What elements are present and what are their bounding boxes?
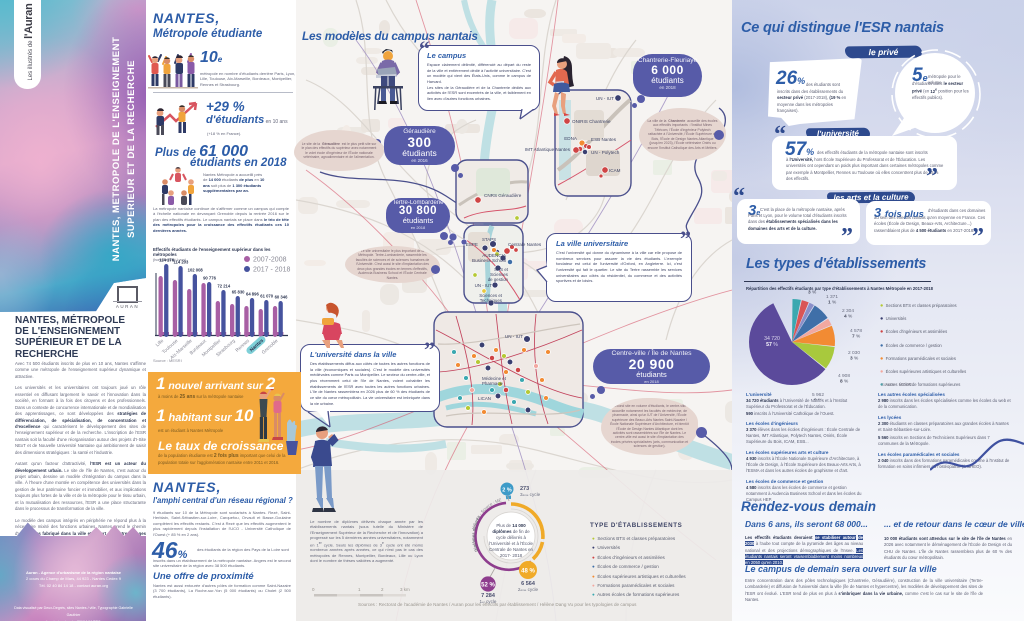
svg-text:CNRS Géraudière: CNRS Géraudière xyxy=(484,193,522,198)
svg-text:72 214: 72 214 xyxy=(217,284,230,289)
svg-text:4 %: 4 % xyxy=(844,314,853,320)
svg-text:1 %: 1 % xyxy=(828,300,837,306)
svg-text:UN - Polytech: UN - Polytech xyxy=(591,150,620,155)
svg-text:Sciences: Sciences xyxy=(490,272,509,277)
svg-text:Sciences et: Sciences et xyxy=(479,293,502,298)
svg-text:9 %: 9 % xyxy=(814,398,823,401)
svg-text:1er cycle: 1er cycle xyxy=(480,599,497,604)
svg-text:Sources : Rectorat de l'académ: Sources : Rectorat de l'académie de Nant… xyxy=(358,602,637,607)
svg-text:ICAM: ICAM xyxy=(609,168,621,173)
svg-text:3 km: 3 km xyxy=(400,587,410,592)
svg-text:2017- 2018: 2017- 2018 xyxy=(500,553,523,558)
svg-text:2007-2008: 2007-2008 xyxy=(253,257,287,264)
svg-text:2 304: 2 304 xyxy=(842,308,854,314)
svg-text:34 720: 34 720 xyxy=(764,336,780,342)
svg-text:2ème cycle: 2ème cycle xyxy=(518,587,539,592)
svg-text:273: 273 xyxy=(520,486,529,492)
svg-text:AUDENCIA: AUDENCIA xyxy=(482,253,507,258)
svg-text:Business School: Business School xyxy=(472,258,506,263)
svg-text:90 776: 90 776 xyxy=(203,276,216,281)
svg-text:7 284: 7 284 xyxy=(481,593,496,599)
svg-text:1: 1 xyxy=(358,587,361,592)
svg-text:5 962: 5 962 xyxy=(812,392,824,398)
svg-text:2 030: 2 030 xyxy=(848,350,860,356)
svg-text:52 %: 52 % xyxy=(481,583,495,589)
svg-text:Pharmacie: Pharmacie xyxy=(482,381,504,386)
svg-text:2 %: 2 % xyxy=(502,488,512,494)
svg-text:57 %: 57 % xyxy=(766,342,778,348)
svg-text:0: 0 xyxy=(312,587,315,592)
svg-text:l'Université et à l'École: l'Université et à l'École xyxy=(489,541,533,546)
svg-text:6 564: 6 564 xyxy=(521,581,536,587)
svg-text:102 008: 102 008 xyxy=(188,268,204,273)
svg-text:SHS et: SHS et xyxy=(494,267,509,272)
svg-text:61 070: 61 070 xyxy=(260,294,273,299)
svg-text:8 %: 8 % xyxy=(840,379,849,385)
svg-text:EDNA: EDNA xyxy=(564,136,578,141)
svg-text:ESPE: ESPE xyxy=(466,242,478,247)
svg-text:ESB Nantes: ESB Nantes xyxy=(591,137,617,142)
svg-text:Médecine et: Médecine et xyxy=(482,376,507,381)
svg-text:114 203: 114 203 xyxy=(173,260,189,265)
svg-text:3ème cycle: 3ème cycle xyxy=(520,492,541,497)
svg-text:7 %: 7 % xyxy=(852,334,861,340)
svg-text:Plus de 14 000: Plus de 14 000 xyxy=(496,523,526,528)
svg-text:Lille: Lille xyxy=(155,338,166,348)
svg-text:cycle délivrés à: cycle délivrés à xyxy=(496,535,527,540)
svg-text:1 371: 1 371 xyxy=(826,294,838,300)
svg-text:de gestion: de gestion xyxy=(488,277,509,282)
svg-text:64 896: 64 896 xyxy=(246,292,259,297)
svg-text:Techniques: Techniques xyxy=(480,298,503,303)
svg-text:3 %: 3 % xyxy=(808,290,817,296)
svg-text:60 346: 60 346 xyxy=(275,295,288,300)
svg-text:ONIRIS Chantrerie: ONIRIS Chantrerie xyxy=(572,119,611,124)
svg-text:4 908: 4 908 xyxy=(838,373,850,379)
svg-text:Centrale Nantes: Centrale Nantes xyxy=(508,242,542,247)
svg-text:3 %: 3 % xyxy=(850,356,859,362)
svg-text:IMT Atlantique Nantes: IMT Atlantique Nantes xyxy=(525,147,571,152)
svg-text:2017 - 2018: 2017 - 2018 xyxy=(253,267,290,274)
svg-text:STAPS: STAPS xyxy=(482,237,496,242)
svg-text:diplômes de fin de: diplômes de fin de xyxy=(492,529,530,534)
svg-text:UN - IUT: UN - IUT xyxy=(596,96,614,101)
svg-text:UN - IUT: UN - IUT xyxy=(505,334,523,339)
svg-text:48 %: 48 % xyxy=(521,569,535,575)
svg-text:Centrale de Nantes en: Centrale de Nantes en xyxy=(489,547,533,552)
svg-text:114 176: 114 176 xyxy=(159,258,175,263)
svg-text:65 830: 65 830 xyxy=(232,290,245,295)
svg-text:UN - IUT: UN - IUT xyxy=(475,283,493,288)
svg-text:4 578: 4 578 xyxy=(850,328,862,334)
svg-text:2: 2 xyxy=(381,587,384,592)
svg-text:LICAN: LICAN xyxy=(478,396,491,401)
